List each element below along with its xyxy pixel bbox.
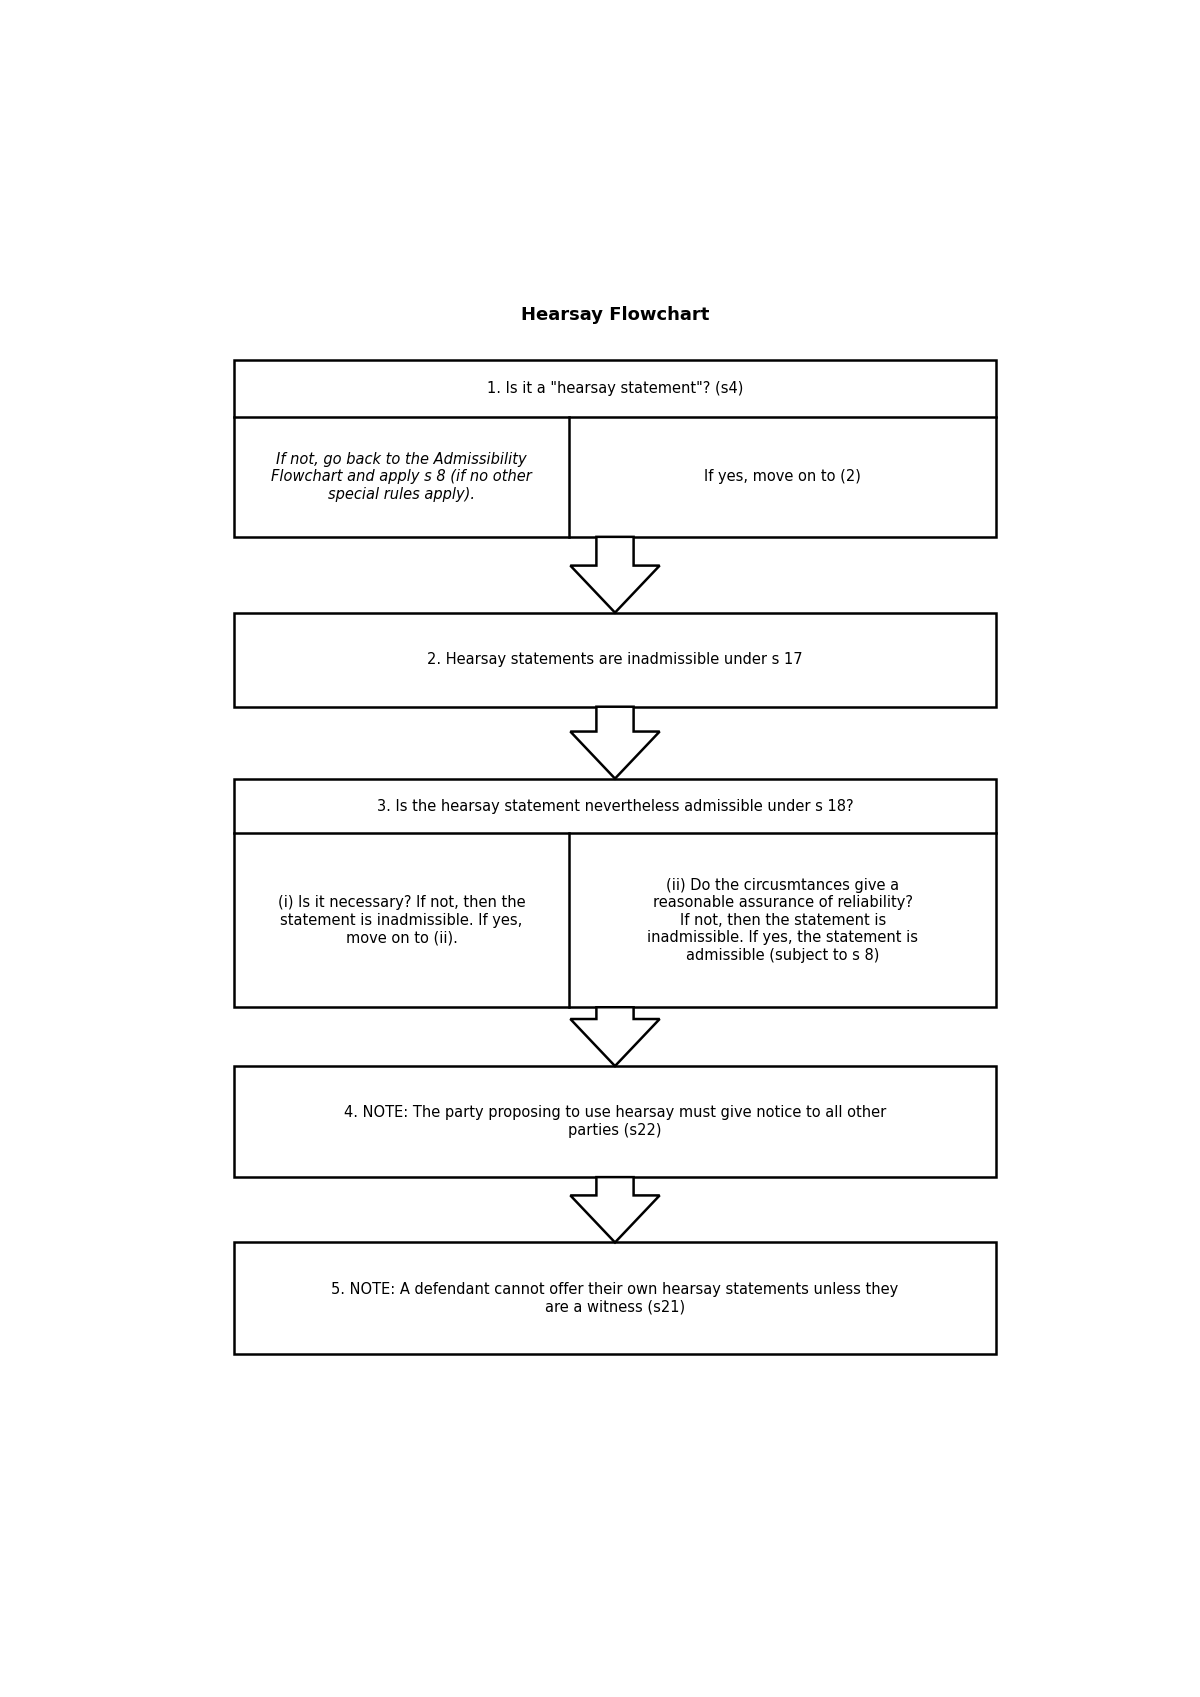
Bar — [234, 360, 996, 536]
Bar — [234, 779, 996, 1008]
Text: (i) Is it necessary? If not, then the
statement is inadmissible. If yes,
move on: (i) Is it necessary? If not, then the st… — [277, 896, 526, 945]
Bar — [234, 1066, 996, 1178]
Bar — [234, 1242, 996, 1354]
Polygon shape — [570, 1008, 660, 1066]
Text: Hearsay Flowchart: Hearsay Flowchart — [521, 305, 709, 324]
Text: If not, go back to the Admissibility
Flowchart and apply s 8 (if no other
specia: If not, go back to the Admissibility Flo… — [271, 451, 532, 502]
Text: 4. NOTE: The party proposing to use hearsay must give notice to all other
partie: 4. NOTE: The party proposing to use hear… — [344, 1105, 886, 1137]
Polygon shape — [570, 536, 660, 613]
Text: 5. NOTE: A defendant cannot offer their own hearsay statements unless they
are a: 5. NOTE: A defendant cannot offer their … — [331, 1281, 899, 1313]
Bar — [234, 613, 996, 706]
Polygon shape — [570, 1178, 660, 1242]
Text: 1. Is it a "hearsay statement"? (s4): 1. Is it a "hearsay statement"? (s4) — [487, 382, 743, 395]
Text: 3. Is the hearsay statement nevertheless admissible under s 18?: 3. Is the hearsay statement nevertheless… — [377, 799, 853, 813]
Text: 2. Hearsay statements are inadmissible under s 17: 2. Hearsay statements are inadmissible u… — [427, 652, 803, 667]
Text: (ii) Do the circusmtances give a
reasonable assurance of reliability?
If not, th: (ii) Do the circusmtances give a reasona… — [647, 877, 918, 962]
Polygon shape — [570, 706, 660, 779]
Text: If yes, move on to (2): If yes, move on to (2) — [704, 470, 862, 484]
